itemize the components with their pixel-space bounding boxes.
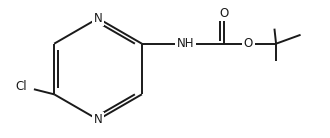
Text: O: O [244,37,253,50]
Text: NH: NH [177,37,194,50]
Text: O: O [219,7,228,20]
Text: N: N [94,113,102,126]
Text: Cl: Cl [16,80,27,93]
Text: N: N [94,12,102,25]
